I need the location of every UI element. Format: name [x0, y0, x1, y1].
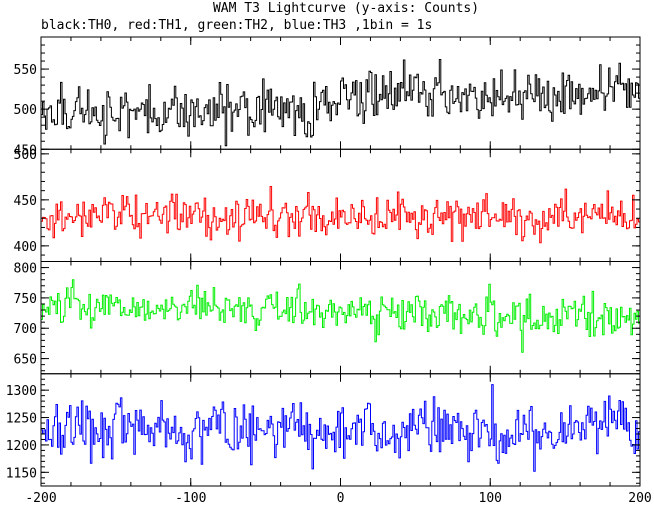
- panel-th0: 450 500 550: [14, 36, 641, 158]
- y-tick-label: 500: [14, 148, 37, 163]
- x-tick-label: 100: [479, 491, 502, 505]
- panel-frame: [40, 261, 641, 375]
- series-line-th0: [41, 59, 640, 147]
- x-tick-label: 200: [628, 491, 651, 505]
- panel-th2: 650 700 750 800: [14, 261, 641, 375]
- panel-th3: 1150 1200 1250 1300: [6, 373, 641, 487]
- y-tick-label: 500: [14, 103, 37, 118]
- x-tick-label: -100: [175, 491, 206, 505]
- panels-group: 4505005504004505006507007508001150120012…: [6, 36, 641, 487]
- chart-subtitle: black:TH0, red:TH1, green:TH2, blue:TH3 …: [41, 18, 432, 33]
- y-tick-label: 1300: [6, 384, 37, 399]
- y-tick-label: 400: [14, 240, 37, 255]
- x-tick-label: -200: [25, 491, 56, 505]
- y-tick-label: 750: [14, 292, 37, 307]
- series-line-th3: [41, 384, 640, 472]
- y-tick-label: 700: [14, 322, 37, 337]
- x-axis: -200 -100 0 100 200: [25, 491, 651, 505]
- y-tick-label: 650: [14, 353, 37, 368]
- chart-title: WAM T3 Lightcurve (y-axis: Counts): [213, 1, 479, 16]
- panel-th1: 400 450 500: [14, 148, 641, 262]
- y-tick-label: 450: [14, 143, 37, 158]
- series-line-th1: [41, 186, 640, 244]
- y-tick-label: 550: [14, 63, 37, 78]
- y-tick-label: 1150: [6, 466, 37, 481]
- series-line-th2: [41, 279, 640, 353]
- x-tick-label: 0: [337, 491, 345, 505]
- y-tick-label: 800: [14, 262, 37, 277]
- panel-frame: [40, 148, 641, 262]
- y-tick-label: 1200: [6, 439, 37, 454]
- y-tick-label: 1250: [6, 412, 37, 427]
- y-tick-label: 450: [14, 194, 37, 209]
